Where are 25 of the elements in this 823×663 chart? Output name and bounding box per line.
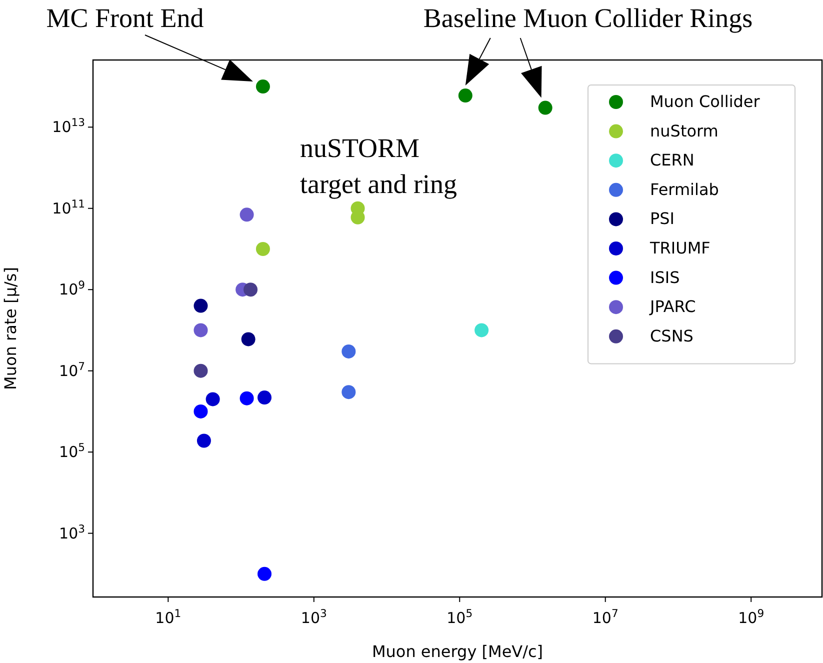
x-tick-label: 10$^{9}$ (738, 606, 764, 627)
y-tick-label: 10$^{13}$ (52, 116, 85, 136)
x-axis-title: Muon energy [MeV/c] (372, 642, 544, 661)
x-tick-label: 10$^{5}$ (446, 606, 473, 627)
y-tick-label: 10$^{7}$ (59, 359, 85, 380)
legend-label: CERN (650, 150, 694, 170)
y-tick-label: 10$^{9}$ (59, 278, 86, 299)
annotation: Baseline Muon Collider Rings (423, 3, 753, 33)
legend-label: CSNS (650, 326, 694, 346)
x-tick-label: 10$^{1}$ (155, 606, 182, 627)
legend-label: ISIS (650, 268, 680, 287)
annotation: MC Front End (46, 3, 204, 33)
y-axis-title: Muon rate [μ/s] (1, 267, 20, 390)
y-tick-label: 10$^{5}$ (59, 440, 85, 462)
legend-label: Fermilab (650, 180, 719, 199)
legend-label: PSI (650, 209, 675, 228)
annotation: nuSTORM target and ring (300, 133, 457, 199)
x-tick-label: 10$^{7}$ (592, 606, 618, 627)
x-tick-label: 10$^{3}$ (300, 606, 327, 627)
y-tick-label: 10$^{3}$ (59, 522, 85, 542)
legend-label: Muon Collider (650, 92, 760, 111)
y-tick-label: 10$^{11}$ (52, 196, 85, 218)
legend-label: TRIUMF (649, 238, 710, 258)
legend-label: nuStorm (650, 121, 718, 140)
legend-label: JPARC (649, 297, 696, 316)
